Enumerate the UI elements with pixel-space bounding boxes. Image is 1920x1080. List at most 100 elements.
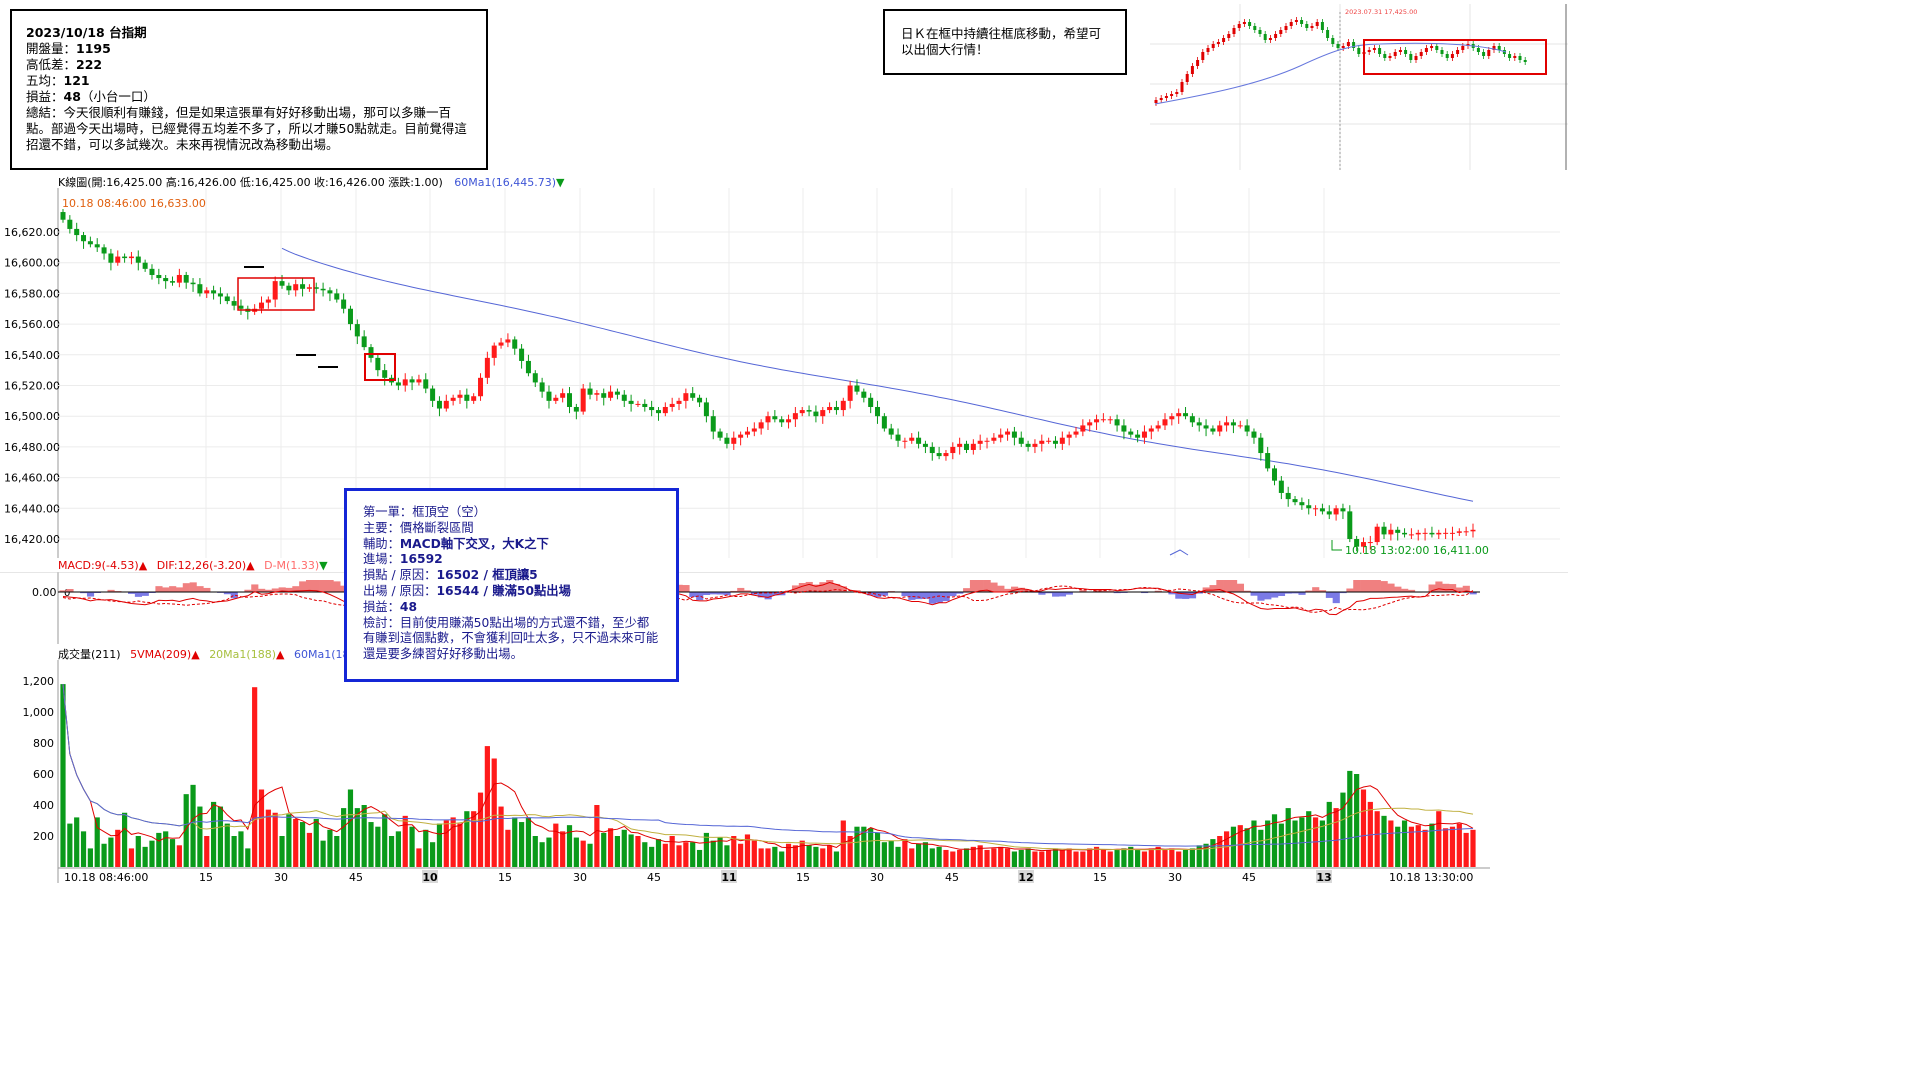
volume-bar [1244,828,1250,867]
macd-hist-bar [744,590,752,592]
dm-arrow: ▼ [319,559,328,572]
candle-body [395,382,401,386]
candle-body [1155,425,1161,429]
volume-bar [471,811,477,867]
volume-bar [1395,826,1401,867]
x-axis-hour-bg [422,870,438,883]
volume-bar [779,851,785,867]
volume-bar [1258,829,1264,867]
volume-bar [1196,845,1202,867]
macd-hist-bar [737,587,745,592]
macd-hist-bar [1257,592,1265,601]
volume-bar [210,801,217,867]
trade-note-box: 第一單：框頂空（空） 主要：價格斷裂區間 輔助：MACD軸下交叉，大K之下 進場… [344,488,679,682]
volume-bar [135,836,141,867]
volume-bar [505,829,511,867]
candle-body [101,247,107,254]
kline-chart[interactable]: 16,620.00 16,600.00 16,580.00 16,560.00 16,5… [0,188,1568,558]
mini-candle-body [1393,52,1397,56]
mini-chart-range-box [1363,39,1547,75]
candle-body [963,443,969,450]
candle-body [1073,431,1079,435]
volume-bar [566,825,573,867]
candle-body [1237,425,1243,427]
candle-body [1360,542,1366,547]
volume-bar [128,848,135,867]
macd-hist-bar [175,587,184,592]
volume-bar [799,840,805,867]
candle-body [868,397,874,407]
volume-bar [197,806,203,867]
candle-body [567,393,573,407]
candle-body [1333,508,1339,515]
macd-signal-line [62,585,1474,614]
trade-pnl: 48 [399,599,418,614]
volume-bar [279,836,285,867]
mini-candle-body [1206,48,1210,52]
candle-body [197,284,203,294]
volume-bar [710,840,716,867]
macd-hist-bar [1428,584,1436,592]
candle-body [888,428,894,435]
candle-body [1306,505,1312,509]
macd-hist-bar [1079,590,1087,592]
mini-candle-body [1497,46,1501,50]
kline-y-tick: 16,420.00 [4,533,60,546]
macd-hist-bar [1017,587,1025,592]
candle-body [1251,431,1257,438]
volume-bar [1059,849,1065,867]
candle-body [149,268,155,275]
mini-candle-body [1513,56,1517,58]
volume-bar [1319,820,1326,867]
macd-hist-bar [723,592,731,596]
volume-bar [484,746,490,867]
macd-hist-bar [1387,583,1395,592]
macd-hist-bar [223,592,231,595]
volume-bar [1230,826,1237,867]
volume-bar [532,836,538,867]
mini-candle-body [1367,50,1371,52]
x-axis-end: 10.18 13:30:00 [1389,871,1473,883]
volume-bar [1415,825,1421,867]
high-marker-text: 10.18 08:46:00 16,633.00 [62,197,206,210]
volume-bar [902,839,908,867]
candle-body [1094,419,1100,423]
volume-bar [751,840,757,867]
candle-body [368,347,374,358]
volume-bar [703,832,709,867]
candle-body [861,391,867,398]
mini-candle-body [1185,74,1189,82]
macd-hist-bar [203,587,211,592]
macd-hist-bar [675,584,683,592]
volume-bar [443,820,449,867]
volume-bar [299,822,306,867]
candle-body [1443,532,1449,534]
volume-y-tick: 400 [33,799,54,812]
kline-ma-arrow: ▼ [556,176,565,189]
macd-chart[interactable]: 0.00 0 [0,572,1568,644]
candle-body [840,400,846,411]
x-axis-start: 10.18 08:46:00 [64,871,148,883]
volume-bar [258,789,265,867]
candle-body [491,345,497,358]
candle-body [1005,431,1011,435]
macd-hist-bar [1339,592,1347,594]
summary-pnl: 48 [63,89,81,104]
candle-body [1258,437,1264,454]
volume-bar [1203,843,1209,867]
volume-bar [813,846,819,867]
volume-bar [1463,832,1469,867]
trade-main: 價格斷裂區間 [399,520,474,535]
x-axis-hour-bg [1316,870,1332,883]
mini-chart-candles [1154,17,1527,106]
volume-bar [936,846,942,867]
x-axis-tick: 13 [1316,871,1331,883]
macd-hist-bar [949,592,957,597]
candle-body [1347,511,1353,539]
volume-chart[interactable]: 1,200 1,000 800 600 400 200 10.18 08:46:00 15 3… [0,660,1568,883]
mini-candle-body [1424,48,1428,52]
candle-body [881,416,887,429]
candle-body [1217,425,1223,432]
candle-body [1422,532,1428,534]
volume-bar [87,848,93,867]
